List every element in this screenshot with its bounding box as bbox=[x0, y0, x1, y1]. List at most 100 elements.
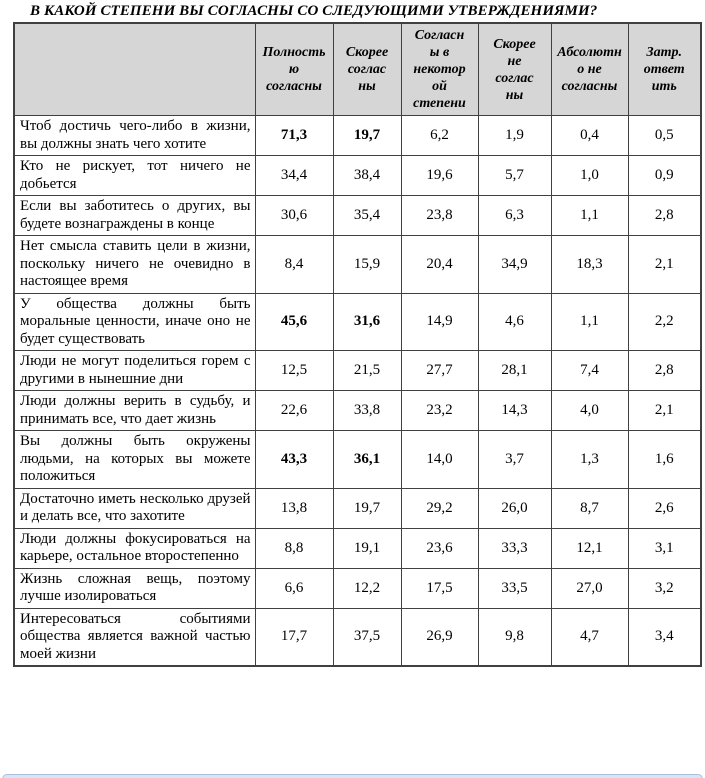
value-cell: 19,1 bbox=[332, 527, 402, 569]
table-row: Достаточно иметь несколько друзей и дела… bbox=[13, 487, 702, 529]
value-cell: 15,9 bbox=[332, 235, 402, 294]
value-cell: 37,5 bbox=[332, 607, 402, 667]
value-cell: 0,4 bbox=[550, 115, 629, 156]
value-cell: 34,9 bbox=[477, 235, 552, 294]
value-cell: 23,6 bbox=[400, 527, 479, 569]
value-cell: 45,6 bbox=[254, 292, 334, 351]
bottom-panel-top-edge bbox=[2, 774, 703, 778]
value-cell: 43,3 bbox=[254, 430, 334, 489]
corner-cell bbox=[13, 22, 256, 116]
value-cell: 1,1 bbox=[550, 195, 629, 236]
value-cell: 3,4 bbox=[627, 607, 702, 667]
value-cell: 1,9 bbox=[477, 115, 552, 156]
document-page: В КАКОЙ СТЕПЕНИ ВЫ СОГЛАСНЫ СО СЛЕДУЮЩИМ… bbox=[0, 3, 705, 778]
value-cell: 1,3 bbox=[550, 430, 629, 489]
table-row: У общества должны быть моральные ценност… bbox=[13, 292, 702, 351]
column-header: Полность ю согласны bbox=[254, 22, 334, 116]
value-cell: 19,7 bbox=[332, 115, 402, 156]
value-cell: 23,8 bbox=[400, 195, 479, 236]
value-cell: 31,6 bbox=[332, 292, 402, 351]
value-cell: 1,6 bbox=[627, 430, 702, 489]
value-cell: 6,6 bbox=[254, 567, 334, 609]
value-cell: 2,2 bbox=[627, 292, 702, 351]
value-cell: 26,0 bbox=[477, 487, 552, 529]
value-cell: 8,4 bbox=[254, 235, 334, 294]
statement-cell: Жизнь сложная вещь, поэтому лучше изолир… bbox=[13, 567, 256, 609]
statement-cell: Люди должны фокусироваться на карьере, о… bbox=[13, 527, 256, 569]
value-cell: 21,5 bbox=[332, 350, 402, 391]
value-cell: 17,5 bbox=[400, 567, 479, 609]
value-cell: 36,1 bbox=[332, 430, 402, 489]
value-cell: 13,8 bbox=[254, 487, 334, 529]
statement-cell: Достаточно иметь несколько друзей и дела… bbox=[13, 487, 256, 529]
value-cell: 38,4 bbox=[332, 155, 402, 196]
value-cell: 3,1 bbox=[627, 527, 702, 569]
survey-table: Полность ю согласны Скорее соглас ны Согла… bbox=[13, 22, 702, 667]
value-cell: 22,6 bbox=[254, 390, 334, 431]
value-cell: 8,7 bbox=[550, 487, 629, 529]
header-row: Полность ю согласны Скорее соглас ны Согла… bbox=[13, 22, 702, 116]
table-row: Кто не рискует, тот ничего не добьется 34… bbox=[13, 155, 702, 196]
value-cell: 18,3 bbox=[550, 235, 629, 294]
value-cell: 30,6 bbox=[254, 195, 334, 236]
value-cell: 35,4 bbox=[332, 195, 402, 236]
value-cell: 12,5 bbox=[254, 350, 334, 391]
value-cell: 27,7 bbox=[400, 350, 479, 391]
value-cell: 6,3 bbox=[477, 195, 552, 236]
value-cell: 33,5 bbox=[477, 567, 552, 609]
table-row: Чтоб достичь чего-либо в жизни, вы должн… bbox=[13, 115, 702, 156]
table-row: Интересоваться событиями общества являет… bbox=[13, 607, 702, 667]
value-cell: 0,9 bbox=[627, 155, 702, 196]
statement-cell: Люди не могут поделиться горем с другими… bbox=[13, 350, 256, 391]
statement-cell: Люди должны верить в судьбу, и принимать… bbox=[13, 390, 256, 431]
value-cell: 14,3 bbox=[477, 390, 552, 431]
table-row: Жизнь сложная вещь, поэтому лучше изолир… bbox=[13, 567, 702, 609]
table-row: Вы должны быть окружены людьми, на котор… bbox=[13, 430, 702, 489]
table-row: Если вы заботитесь о других, вы будете в… bbox=[13, 195, 702, 236]
value-cell: 1,0 bbox=[550, 155, 629, 196]
value-cell: 20,4 bbox=[400, 235, 479, 294]
value-cell: 34,4 bbox=[254, 155, 334, 196]
value-cell: 4,6 bbox=[477, 292, 552, 351]
value-cell: 33,8 bbox=[332, 390, 402, 431]
value-cell: 2,1 bbox=[627, 390, 702, 431]
statement-cell: Нет смысла ставить цели в жизни, посколь… bbox=[13, 235, 256, 294]
value-cell: 28,1 bbox=[477, 350, 552, 391]
value-cell: 19,7 bbox=[332, 487, 402, 529]
statement-cell: Кто не рискует, тот ничего не добьется bbox=[13, 155, 256, 196]
value-cell: 6,2 bbox=[400, 115, 479, 156]
column-header: Абсолютн о не согласны bbox=[550, 22, 629, 116]
value-cell: 4,0 bbox=[550, 390, 629, 431]
value-cell: 7,4 bbox=[550, 350, 629, 391]
table-body: Чтоб достичь чего-либо в жизни, вы должн… bbox=[13, 115, 702, 667]
column-header: Скорее соглас ны bbox=[332, 22, 402, 116]
statement-cell: Если вы заботитесь о других, вы будете в… bbox=[13, 195, 256, 236]
value-cell: 23,2 bbox=[400, 390, 479, 431]
statement-cell: Чтоб достичь чего-либо в жизни, вы должн… bbox=[13, 115, 256, 156]
value-cell: 12,2 bbox=[332, 567, 402, 609]
column-header: Скорее не соглас ны bbox=[477, 22, 552, 116]
value-cell: 5,7 bbox=[477, 155, 552, 196]
value-cell: 14,9 bbox=[400, 292, 479, 351]
table-row: Люди должны верить в судьбу, и принимать… bbox=[13, 390, 702, 431]
value-cell: 8,8 bbox=[254, 527, 334, 569]
value-cell: 3,7 bbox=[477, 430, 552, 489]
value-cell: 29,2 bbox=[400, 487, 479, 529]
value-cell: 4,7 bbox=[550, 607, 629, 667]
value-cell: 12,1 bbox=[550, 527, 629, 569]
value-cell: 26,9 bbox=[400, 607, 479, 667]
value-cell: 19,6 bbox=[400, 155, 479, 196]
value-cell: 27,0 bbox=[550, 567, 629, 609]
value-cell: 1,1 bbox=[550, 292, 629, 351]
column-header: Затр. ответ ить bbox=[627, 22, 702, 116]
table-row: Люди должны фокусироваться на карьере, о… bbox=[13, 527, 702, 569]
table-row: Нет смысла ставить цели в жизни, посколь… bbox=[13, 235, 702, 294]
table-row: Люди не могут поделиться горем с другими… bbox=[13, 350, 702, 391]
value-cell: 3,2 bbox=[627, 567, 702, 609]
value-cell: 2,8 bbox=[627, 195, 702, 236]
statement-cell: У общества должны быть моральные ценност… bbox=[13, 292, 256, 351]
page-title: В КАКОЙ СТЕПЕНИ ВЫ СОГЛАСНЫ СО СЛЕДУЮЩИМ… bbox=[30, 3, 598, 19]
value-cell: 0,5 bbox=[627, 115, 702, 156]
value-cell: 2,1 bbox=[627, 235, 702, 294]
value-cell: 2,6 bbox=[627, 487, 702, 529]
